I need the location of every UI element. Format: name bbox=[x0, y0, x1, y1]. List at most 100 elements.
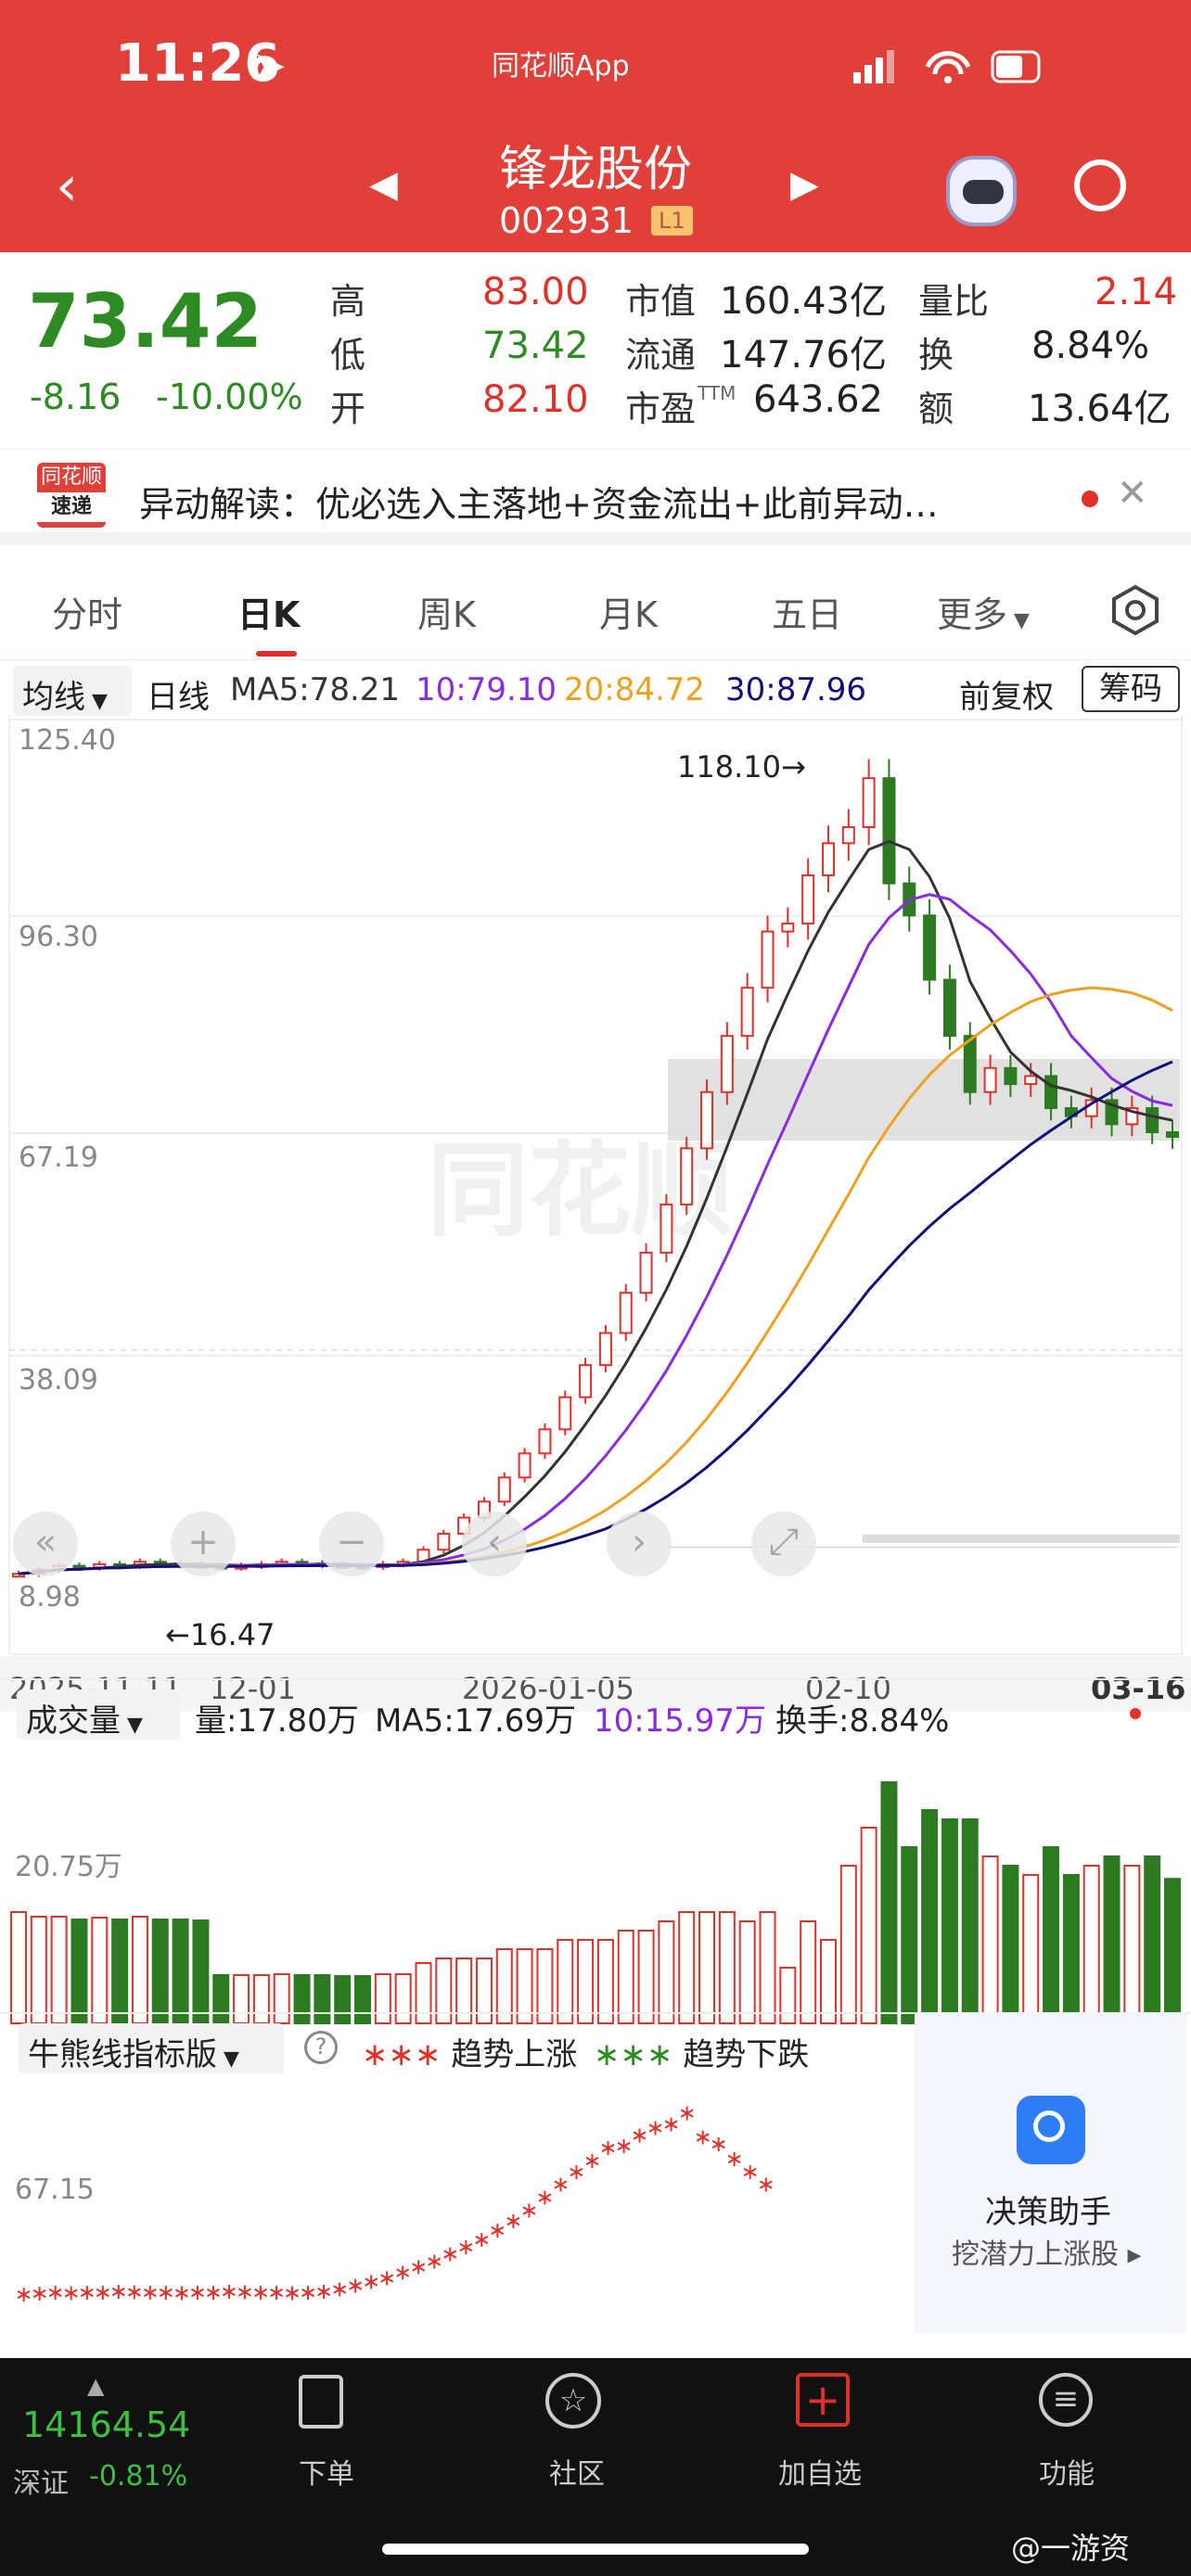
index-value[interactable]: 14164.54 bbox=[22, 2404, 191, 2445]
candle-body bbox=[1166, 1131, 1179, 1139]
volume-bar bbox=[981, 1855, 999, 2024]
back-icon[interactable]: ‹ bbox=[56, 154, 78, 219]
search-icon[interactable] bbox=[1074, 159, 1126, 211]
stock-code: 002931 bbox=[499, 200, 634, 241]
trend-marker: ∗ bbox=[204, 2279, 223, 2305]
location-arrow-icon: ➤ bbox=[252, 43, 287, 90]
tab-five-day[interactable]: 五日 bbox=[772, 594, 843, 635]
zoom-out-icon[interactable]: − bbox=[319, 1511, 384, 1576]
status-app-name: 同花顺App bbox=[492, 50, 630, 83]
trend-marker: ∗ bbox=[251, 2279, 270, 2305]
trend-marker: ∗ bbox=[678, 2099, 697, 2125]
tab-more[interactable]: 更多 ▼ bbox=[937, 594, 1030, 635]
move-right-icon[interactable]: › bbox=[607, 1511, 672, 1576]
trend-marker: ∗ bbox=[220, 2278, 238, 2304]
nav-order[interactable]: 下单 bbox=[299, 2458, 354, 2491]
volume-bar bbox=[1062, 1874, 1080, 2024]
ma5-legend: MA5:78.21 bbox=[230, 671, 401, 708]
candle-body bbox=[660, 1203, 673, 1254]
volume-bar bbox=[718, 1911, 736, 2024]
volume-bar bbox=[678, 1911, 696, 2024]
candle-body bbox=[761, 930, 775, 989]
chip-zone-line bbox=[863, 1535, 1180, 1543]
tab-underline bbox=[256, 651, 297, 657]
close-icon[interactable]: ✕ bbox=[1117, 472, 1148, 515]
low-mark: ←16.47 bbox=[165, 1617, 275, 1652]
volume-bar bbox=[354, 1975, 372, 2024]
settings-hexagon-icon[interactable] bbox=[1109, 584, 1161, 636]
trend-marker: ∗ bbox=[78, 2279, 96, 2305]
high-mark: 118.10→ bbox=[677, 749, 806, 784]
tab-weekly-k[interactable]: 周K bbox=[417, 594, 476, 635]
volume-bar bbox=[30, 1916, 47, 2024]
candle-body bbox=[923, 914, 937, 981]
volume-bar bbox=[233, 1974, 250, 2024]
volume-bar bbox=[839, 1865, 857, 2024]
candle-body bbox=[598, 1332, 612, 1367]
trend-marker: ∗ bbox=[188, 2279, 207, 2305]
candle-body bbox=[700, 1090, 714, 1150]
high-label: 高 bbox=[330, 281, 366, 322]
zoom-out-left-icon[interactable]: « bbox=[13, 1511, 78, 1576]
volume-ratio-label: 量比 bbox=[918, 281, 990, 322]
volume-y-tick: 20.75万 bbox=[15, 1851, 122, 1883]
candle-body bbox=[821, 842, 835, 876]
volume-bar bbox=[1123, 1865, 1141, 2024]
nav-functions[interactable]: 功能 bbox=[1039, 2458, 1095, 2491]
volume-bar bbox=[1103, 1855, 1121, 2024]
volume-turnover: 换手:8.84% bbox=[775, 1702, 950, 1740]
watermark-text: @一游资 bbox=[1011, 2531, 1131, 2566]
index-change: -0.81% bbox=[89, 2460, 188, 2493]
stock-name: 锋龙股份 bbox=[498, 142, 692, 198]
candle-body bbox=[680, 1147, 694, 1205]
nav-community[interactable]: 社区 bbox=[549, 2458, 605, 2491]
fullscreen-icon[interactable]: ⤢ bbox=[751, 1511, 816, 1576]
news-text: 异动解读：优必选入主落地+资金流出+此前异动… bbox=[139, 484, 939, 525]
nav-add-watchlist[interactable]: 加自选 bbox=[778, 2458, 862, 2491]
trend-marker: ∗ bbox=[425, 2249, 443, 2275]
current-price: 73.42 bbox=[28, 278, 263, 364]
community-icon: ☆ bbox=[545, 2373, 601, 2429]
trend-marker: ∗ bbox=[314, 2278, 333, 2304]
indicator-select[interactable]: 均线 ▼ bbox=[13, 666, 132, 716]
trend-marker: ∗ bbox=[330, 2276, 349, 2302]
adjust-label[interactable]: 前复权 bbox=[959, 679, 1054, 716]
trend-marker: ∗ bbox=[157, 2279, 175, 2305]
volume-bar bbox=[192, 1919, 210, 2024]
next-stock-icon[interactable]: ▶ bbox=[790, 163, 819, 206]
trend-marker: ∗ bbox=[647, 2114, 665, 2140]
tab-intraday[interactable]: 分时 bbox=[52, 594, 123, 635]
add-watchlist-icon: + bbox=[796, 2373, 850, 2427]
move-left-icon[interactable]: ‹ bbox=[462, 1511, 527, 1576]
volume-select[interactable]: 成交量 ▼ bbox=[17, 1690, 180, 1740]
trend-marker: ∗ bbox=[299, 2279, 317, 2305]
trend-up-legend: ∗∗∗ 趋势上涨 bbox=[362, 2036, 578, 2073]
help-icon[interactable]: ? bbox=[304, 2031, 338, 2064]
volume-bar bbox=[860, 1827, 877, 2024]
decision-assistant-card[interactable]: 决策助手 挖潜力上涨股 ▸ bbox=[915, 2012, 1185, 2333]
chip-button[interactable]: 筹码 bbox=[1082, 666, 1180, 712]
prev-stock-icon[interactable]: ◀ bbox=[369, 163, 398, 206]
robot-assistant-icon[interactable] bbox=[946, 156, 1017, 226]
volume-bar bbox=[1164, 1878, 1181, 2024]
order-icon bbox=[299, 2375, 343, 2429]
kline-chart-area: 均线 ▼ 日线 MA5:78.21 10:79.10 20:84.72 30:8… bbox=[0, 660, 1191, 2357]
candle-body bbox=[882, 777, 896, 885]
volume-bar bbox=[738, 1920, 756, 2024]
volume-bar bbox=[596, 1939, 614, 2024]
trend-marker: ∗ bbox=[125, 2279, 144, 2305]
trend-marker: ∗ bbox=[725, 2146, 744, 2172]
volume-bar bbox=[577, 1939, 595, 2024]
volume-bar bbox=[252, 1974, 270, 2024]
tab-monthly-k[interactable]: 月K bbox=[599, 594, 658, 635]
volume-bar bbox=[172, 1919, 189, 2024]
volume-bar bbox=[293, 1974, 311, 2024]
volume-bar bbox=[10, 1911, 27, 2024]
pe-label: 市盈 bbox=[625, 389, 697, 429]
float-value: 147.76亿 bbox=[720, 334, 887, 376]
news-banner[interactable]: 同花顺 速递 异动解读：优必选入主落地+资金流出+此前异动… ✕ bbox=[0, 449, 1191, 545]
trend-marker: ∗ bbox=[62, 2280, 81, 2306]
tab-daily-k[interactable]: 日K bbox=[237, 594, 301, 635]
bullbear-select[interactable]: 牛熊线指标版 ▼ bbox=[19, 2023, 284, 2073]
zoom-in-icon[interactable]: + bbox=[171, 1511, 236, 1576]
